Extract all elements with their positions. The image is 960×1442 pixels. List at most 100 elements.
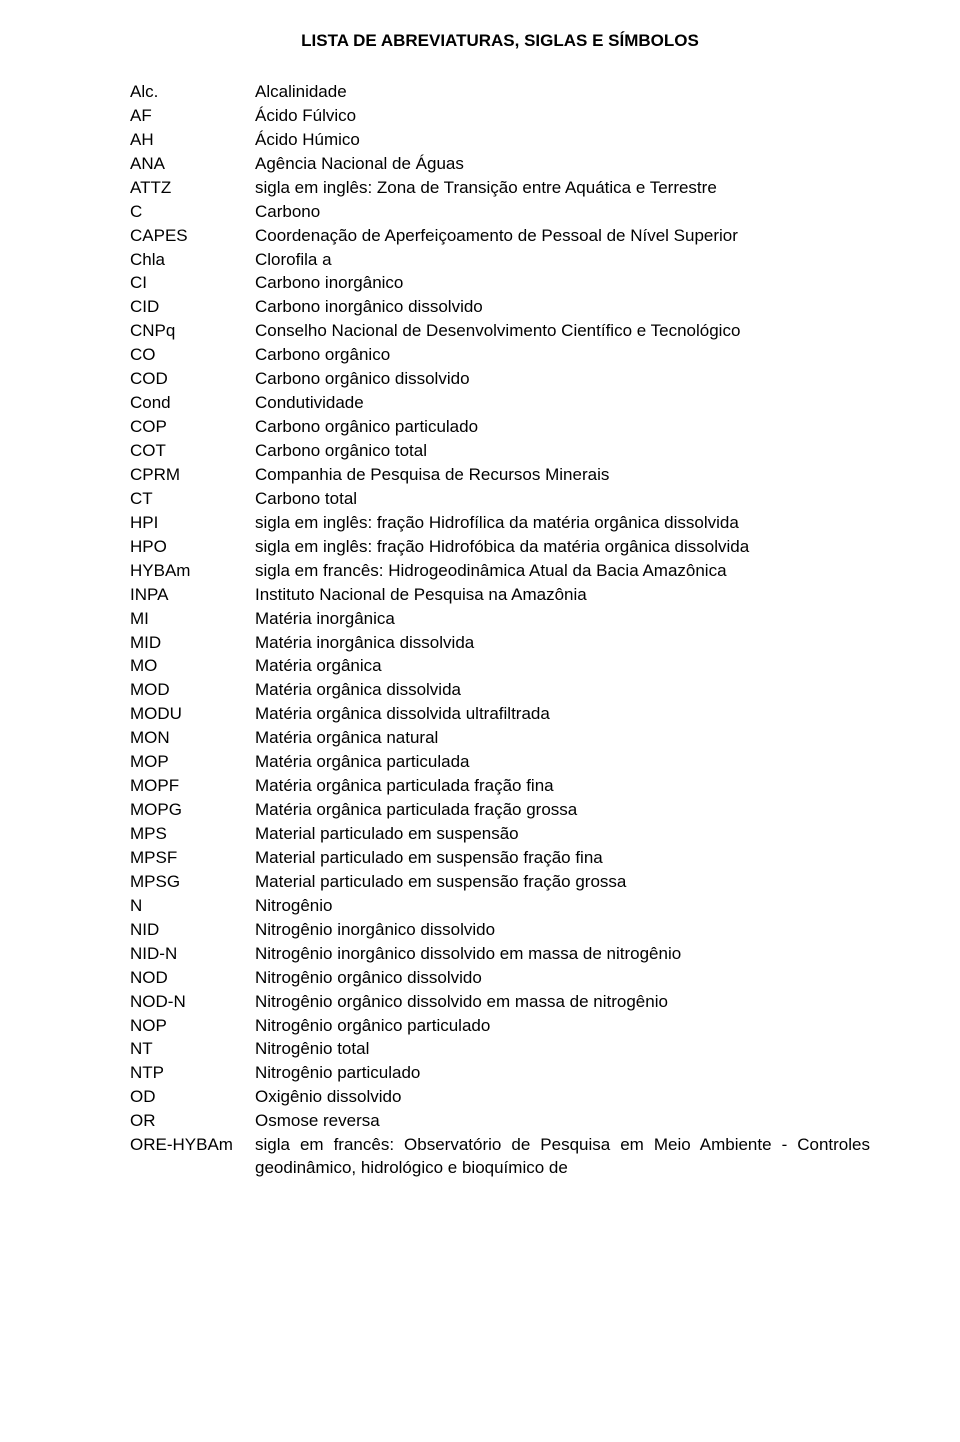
- abbr-cell: HPO: [130, 536, 255, 559]
- definition-cell: Nitrogênio inorgânico dissolvido: [255, 919, 870, 942]
- definition-cell: Carbono inorgânico dissolvido: [255, 296, 870, 319]
- abbr-cell: HPI: [130, 512, 255, 535]
- definition-cell: Material particulado em suspensão: [255, 823, 870, 846]
- abbr-cell: COP: [130, 416, 255, 439]
- list-item: COPCarbono orgânico particulado: [130, 416, 870, 439]
- definition-cell: Conselho Nacional de Desenvolvimento Cie…: [255, 320, 870, 343]
- list-item: HYBAmsigla em francês: Hidrogeodinâmica …: [130, 560, 870, 583]
- list-item: HPOsigla em inglês: fração Hidrofóbica d…: [130, 536, 870, 559]
- definition-cell: Matéria orgânica particulada fração fina: [255, 775, 870, 798]
- abbr-cell: AH: [130, 129, 255, 152]
- definition-cell: Agência Nacional de Águas: [255, 153, 870, 176]
- abbr-cell: Chla: [130, 249, 255, 272]
- abbreviation-list: Alc.AlcalinidadeAFÁcido FúlvicoAHÁcido H…: [130, 81, 870, 1180]
- definition-cell: Osmose reversa: [255, 1110, 870, 1133]
- definition-cell: Nitrogênio inorgânico dissolvido em mass…: [255, 943, 870, 966]
- definition-cell: Matéria orgânica particulada fração gros…: [255, 799, 870, 822]
- list-item: MODUMatéria orgânica dissolvida ultrafil…: [130, 703, 870, 726]
- abbr-cell: MOP: [130, 751, 255, 774]
- list-item: Alc.Alcalinidade: [130, 81, 870, 104]
- definition-cell: Nitrogênio orgânico dissolvido: [255, 967, 870, 990]
- abbr-cell: MPS: [130, 823, 255, 846]
- list-item: HPIsigla em inglês: fração Hidrofílica d…: [130, 512, 870, 535]
- definition-cell: sigla em francês: Hidrogeodinâmica Atual…: [255, 560, 870, 583]
- definition-cell: sigla em inglês: fração Hidrofílica da m…: [255, 512, 870, 535]
- list-item: ORE-HYBAmsigla em francês: Observatório …: [130, 1134, 870, 1180]
- abbr-cell: CAPES: [130, 225, 255, 248]
- list-item: NTPNitrogênio particulado: [130, 1062, 870, 1085]
- abbr-cell: CO: [130, 344, 255, 367]
- list-item: INPAInstituto Nacional de Pesquisa na Am…: [130, 584, 870, 607]
- definition-cell: Matéria orgânica dissolvida: [255, 679, 870, 702]
- abbr-cell: N: [130, 895, 255, 918]
- definition-cell: Carbono orgânico dissolvido: [255, 368, 870, 391]
- list-item: CondCondutividade: [130, 392, 870, 415]
- definition-cell: Carbono: [255, 201, 870, 224]
- definition-cell: Clorofila a: [255, 249, 870, 272]
- definition-cell: sigla em inglês: fração Hidrofóbica da m…: [255, 536, 870, 559]
- abbr-cell: NT: [130, 1038, 255, 1061]
- abbr-cell: C: [130, 201, 255, 224]
- list-item: COCarbono orgânico: [130, 344, 870, 367]
- list-item: MOPGMatéria orgânica particulada fração …: [130, 799, 870, 822]
- abbr-cell: MON: [130, 727, 255, 750]
- abbr-cell: MODU: [130, 703, 255, 726]
- list-item: NTNitrogênio total: [130, 1038, 870, 1061]
- definition-cell: Matéria orgânica particulada: [255, 751, 870, 774]
- list-item: CNPqConselho Nacional de Desenvolvimento…: [130, 320, 870, 343]
- abbr-cell: Cond: [130, 392, 255, 415]
- abbr-cell: NTP: [130, 1062, 255, 1085]
- definition-cell: Oxigênio dissolvido: [255, 1086, 870, 1109]
- definition-cell: Carbono orgânico: [255, 344, 870, 367]
- definition-cell: Material particulado em suspensão fração…: [255, 847, 870, 870]
- definition-cell: Matéria orgânica dissolvida ultrafiltrad…: [255, 703, 870, 726]
- list-item: ChlaClorofila a: [130, 249, 870, 272]
- list-item: ODOxigênio dissolvido: [130, 1086, 870, 1109]
- abbr-cell: OR: [130, 1110, 255, 1133]
- definition-cell: Carbono total: [255, 488, 870, 511]
- list-item: AFÁcido Fúlvico: [130, 105, 870, 128]
- definition-cell: sigla em inglês: Zona de Transição entre…: [255, 177, 870, 200]
- definition-cell: Nitrogênio: [255, 895, 870, 918]
- definition-cell: Matéria inorgânica: [255, 608, 870, 631]
- list-item: MPSFMaterial particulado em suspensão fr…: [130, 847, 870, 870]
- definition-cell: Matéria inorgânica dissolvida: [255, 632, 870, 655]
- abbr-cell: NOP: [130, 1015, 255, 1038]
- definition-cell: Coordenação de Aperfeiçoamento de Pessoa…: [255, 225, 870, 248]
- list-item: CAPESCoordenação de Aperfeiçoamento de P…: [130, 225, 870, 248]
- list-item: CTCarbono total: [130, 488, 870, 511]
- list-item: MPSGMaterial particulado em suspensão fr…: [130, 871, 870, 894]
- abbr-cell: NID-N: [130, 943, 255, 966]
- abbr-cell: NOD-N: [130, 991, 255, 1014]
- abbr-cell: MI: [130, 608, 255, 631]
- list-item: MONMatéria orgânica natural: [130, 727, 870, 750]
- definition-cell: Nitrogênio particulado: [255, 1062, 870, 1085]
- list-item: NOPNitrogênio orgânico particulado: [130, 1015, 870, 1038]
- abbr-cell: CI: [130, 272, 255, 295]
- definition-cell: Matéria orgânica: [255, 655, 870, 678]
- abbr-cell: ORE-HYBAm: [130, 1134, 255, 1180]
- list-item: CPRMCompanhia de Pesquisa de Recursos Mi…: [130, 464, 870, 487]
- list-item: MPSMaterial particulado em suspensão: [130, 823, 870, 846]
- abbr-cell: MOPF: [130, 775, 255, 798]
- definition-cell: Material particulado em suspensão fração…: [255, 871, 870, 894]
- definition-cell: Carbono orgânico total: [255, 440, 870, 463]
- definition-cell: Alcalinidade: [255, 81, 870, 104]
- list-item: NIDNitrogênio inorgânico dissolvido: [130, 919, 870, 942]
- abbr-cell: CT: [130, 488, 255, 511]
- list-item: CCarbono: [130, 201, 870, 224]
- abbr-cell: AF: [130, 105, 255, 128]
- definition-cell: Carbono inorgânico: [255, 272, 870, 295]
- definition-cell: Nitrogênio orgânico particulado: [255, 1015, 870, 1038]
- list-item: NODNitrogênio orgânico dissolvido: [130, 967, 870, 990]
- list-item: NOD-NNitrogênio orgânico dissolvido em m…: [130, 991, 870, 1014]
- abbr-cell: ATTZ: [130, 177, 255, 200]
- abbr-cell: MID: [130, 632, 255, 655]
- definition-cell: sigla em francês: Observatório de Pesqui…: [255, 1134, 870, 1180]
- abbr-cell: COT: [130, 440, 255, 463]
- list-item: ATTZsigla em inglês: Zona de Transição e…: [130, 177, 870, 200]
- abbr-cell: MPSF: [130, 847, 255, 870]
- list-item: MOPFMatéria orgânica particulada fração …: [130, 775, 870, 798]
- list-item: NID-NNitrogênio inorgânico dissolvido em…: [130, 943, 870, 966]
- abbr-cell: CID: [130, 296, 255, 319]
